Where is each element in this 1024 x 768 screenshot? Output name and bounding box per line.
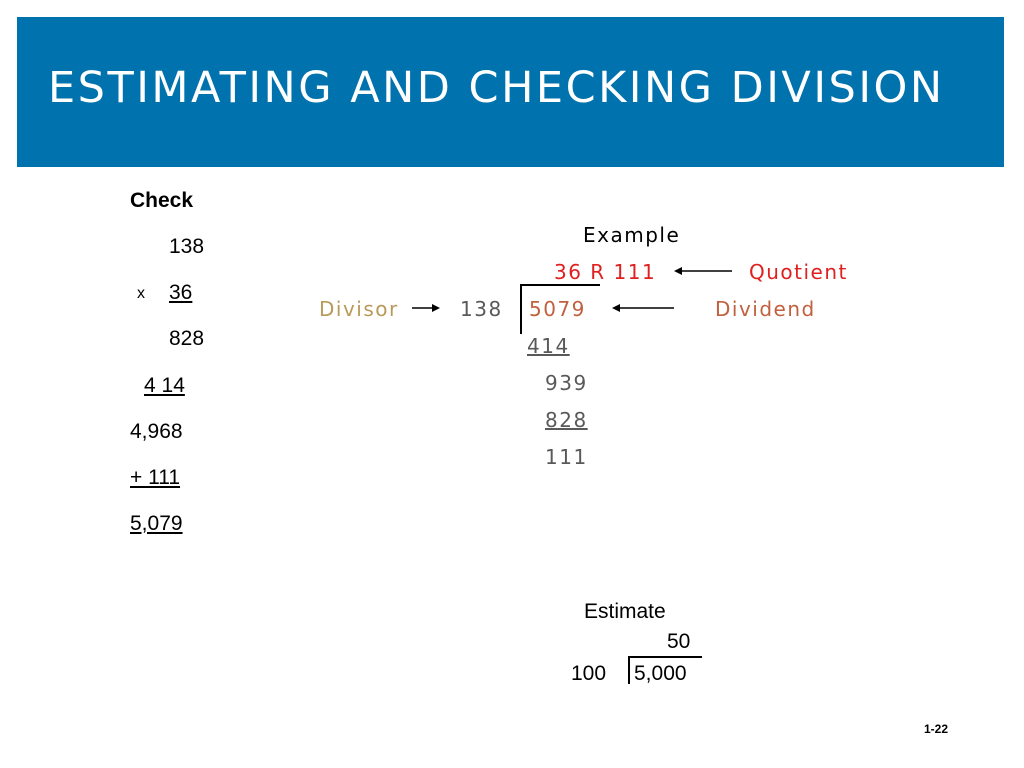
- estimate-division-bracket: [628, 656, 630, 684]
- check-partial-2: 4 14: [144, 374, 185, 397]
- divisor-label: Divisor: [319, 297, 399, 321]
- estimate-divisor: 100: [571, 662, 607, 685]
- slide-title: ESTIMATING AND CHECKING DIVISION: [48, 63, 945, 113]
- example-step-remainder-1: 939: [545, 371, 588, 395]
- dividend-arrow-icon: [612, 304, 674, 312]
- estimate-heading: Estimate: [584, 600, 666, 623]
- check-result: 5,079: [130, 512, 183, 535]
- title-banner: [17, 17, 1004, 167]
- divisor-arrow-icon: [412, 304, 440, 312]
- check-product: 4,968: [130, 420, 183, 443]
- example-dividend: 5079: [529, 297, 586, 321]
- example-final-remainder: 111: [545, 445, 588, 469]
- check-multiplicand: 138: [169, 235, 205, 258]
- estimate-division-bar: [628, 656, 702, 658]
- example-step-subtract-2: 828: [545, 408, 588, 432]
- division-bar: [520, 284, 600, 286]
- dividend-label: Dividend: [715, 297, 816, 321]
- check-multiplier: 36: [169, 281, 193, 304]
- estimate-quotient: 50: [667, 630, 691, 653]
- page-number: 1-22: [924, 722, 949, 736]
- estimate-dividend: 5,000: [634, 662, 687, 685]
- example-step-subtract-1: 414: [527, 334, 570, 358]
- example-heading: Example: [583, 223, 681, 247]
- example-divisor: 138: [460, 297, 503, 321]
- check-partial-1: 828: [169, 327, 205, 350]
- quotient-label: Quotient: [749, 260, 848, 284]
- check-plus-remainder: + 111: [130, 466, 181, 489]
- check-heading: Check: [130, 189, 194, 212]
- check-times-sign: x: [137, 285, 145, 302]
- quotient-arrow-icon: [674, 267, 732, 275]
- example-quotient: 36 R 111: [554, 260, 657, 284]
- division-bracket: [520, 284, 522, 334]
